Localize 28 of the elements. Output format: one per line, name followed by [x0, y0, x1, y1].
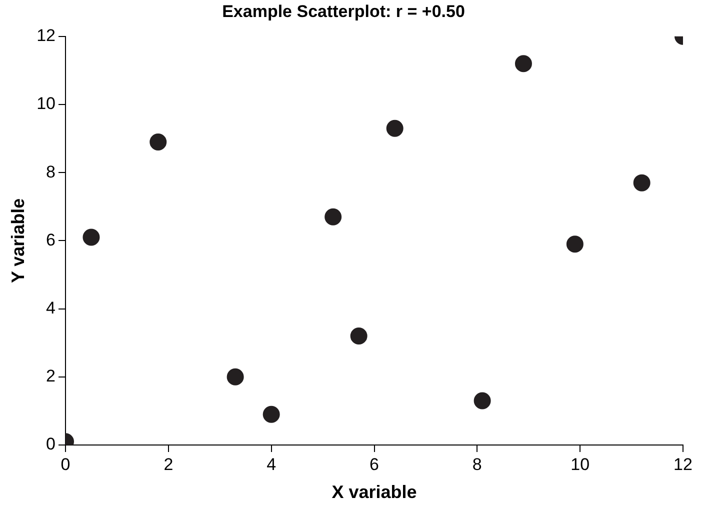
point — [262, 406, 280, 423]
y-tick-label: 8 — [46, 162, 56, 182]
y-axis-title: Y variable — [8, 198, 28, 284]
x-axis-title: X variable — [332, 482, 417, 502]
point — [386, 120, 404, 137]
point — [324, 208, 342, 226]
x-tick-label: 6 — [370, 454, 379, 474]
x-tick-label: 0 — [60, 454, 70, 474]
y-tick-label: 2 — [46, 366, 56, 386]
y-tick-label: 4 — [46, 298, 56, 318]
x-tick-label: 8 — [472, 454, 482, 474]
x-tick-label: 10 — [570, 454, 590, 474]
x-tick-label: 4 — [266, 454, 276, 474]
point — [150, 133, 167, 150]
y-tick-label: 0 — [46, 434, 56, 454]
x-tick-label: 2 — [164, 454, 174, 474]
point — [633, 174, 650, 192]
y-tick-label: 12 — [36, 26, 56, 46]
point — [514, 55, 532, 72]
chart-title: Example Scatterplot: r = +0.50 — [222, 2, 465, 21]
point — [82, 228, 100, 246]
y-tick-label: 6 — [46, 230, 56, 250]
point — [226, 368, 244, 386]
point — [474, 392, 491, 410]
y-tick-label: 10 — [36, 94, 56, 114]
x-tick-label: 12 — [674, 454, 692, 474]
point — [350, 328, 368, 345]
point — [566, 236, 584, 253]
